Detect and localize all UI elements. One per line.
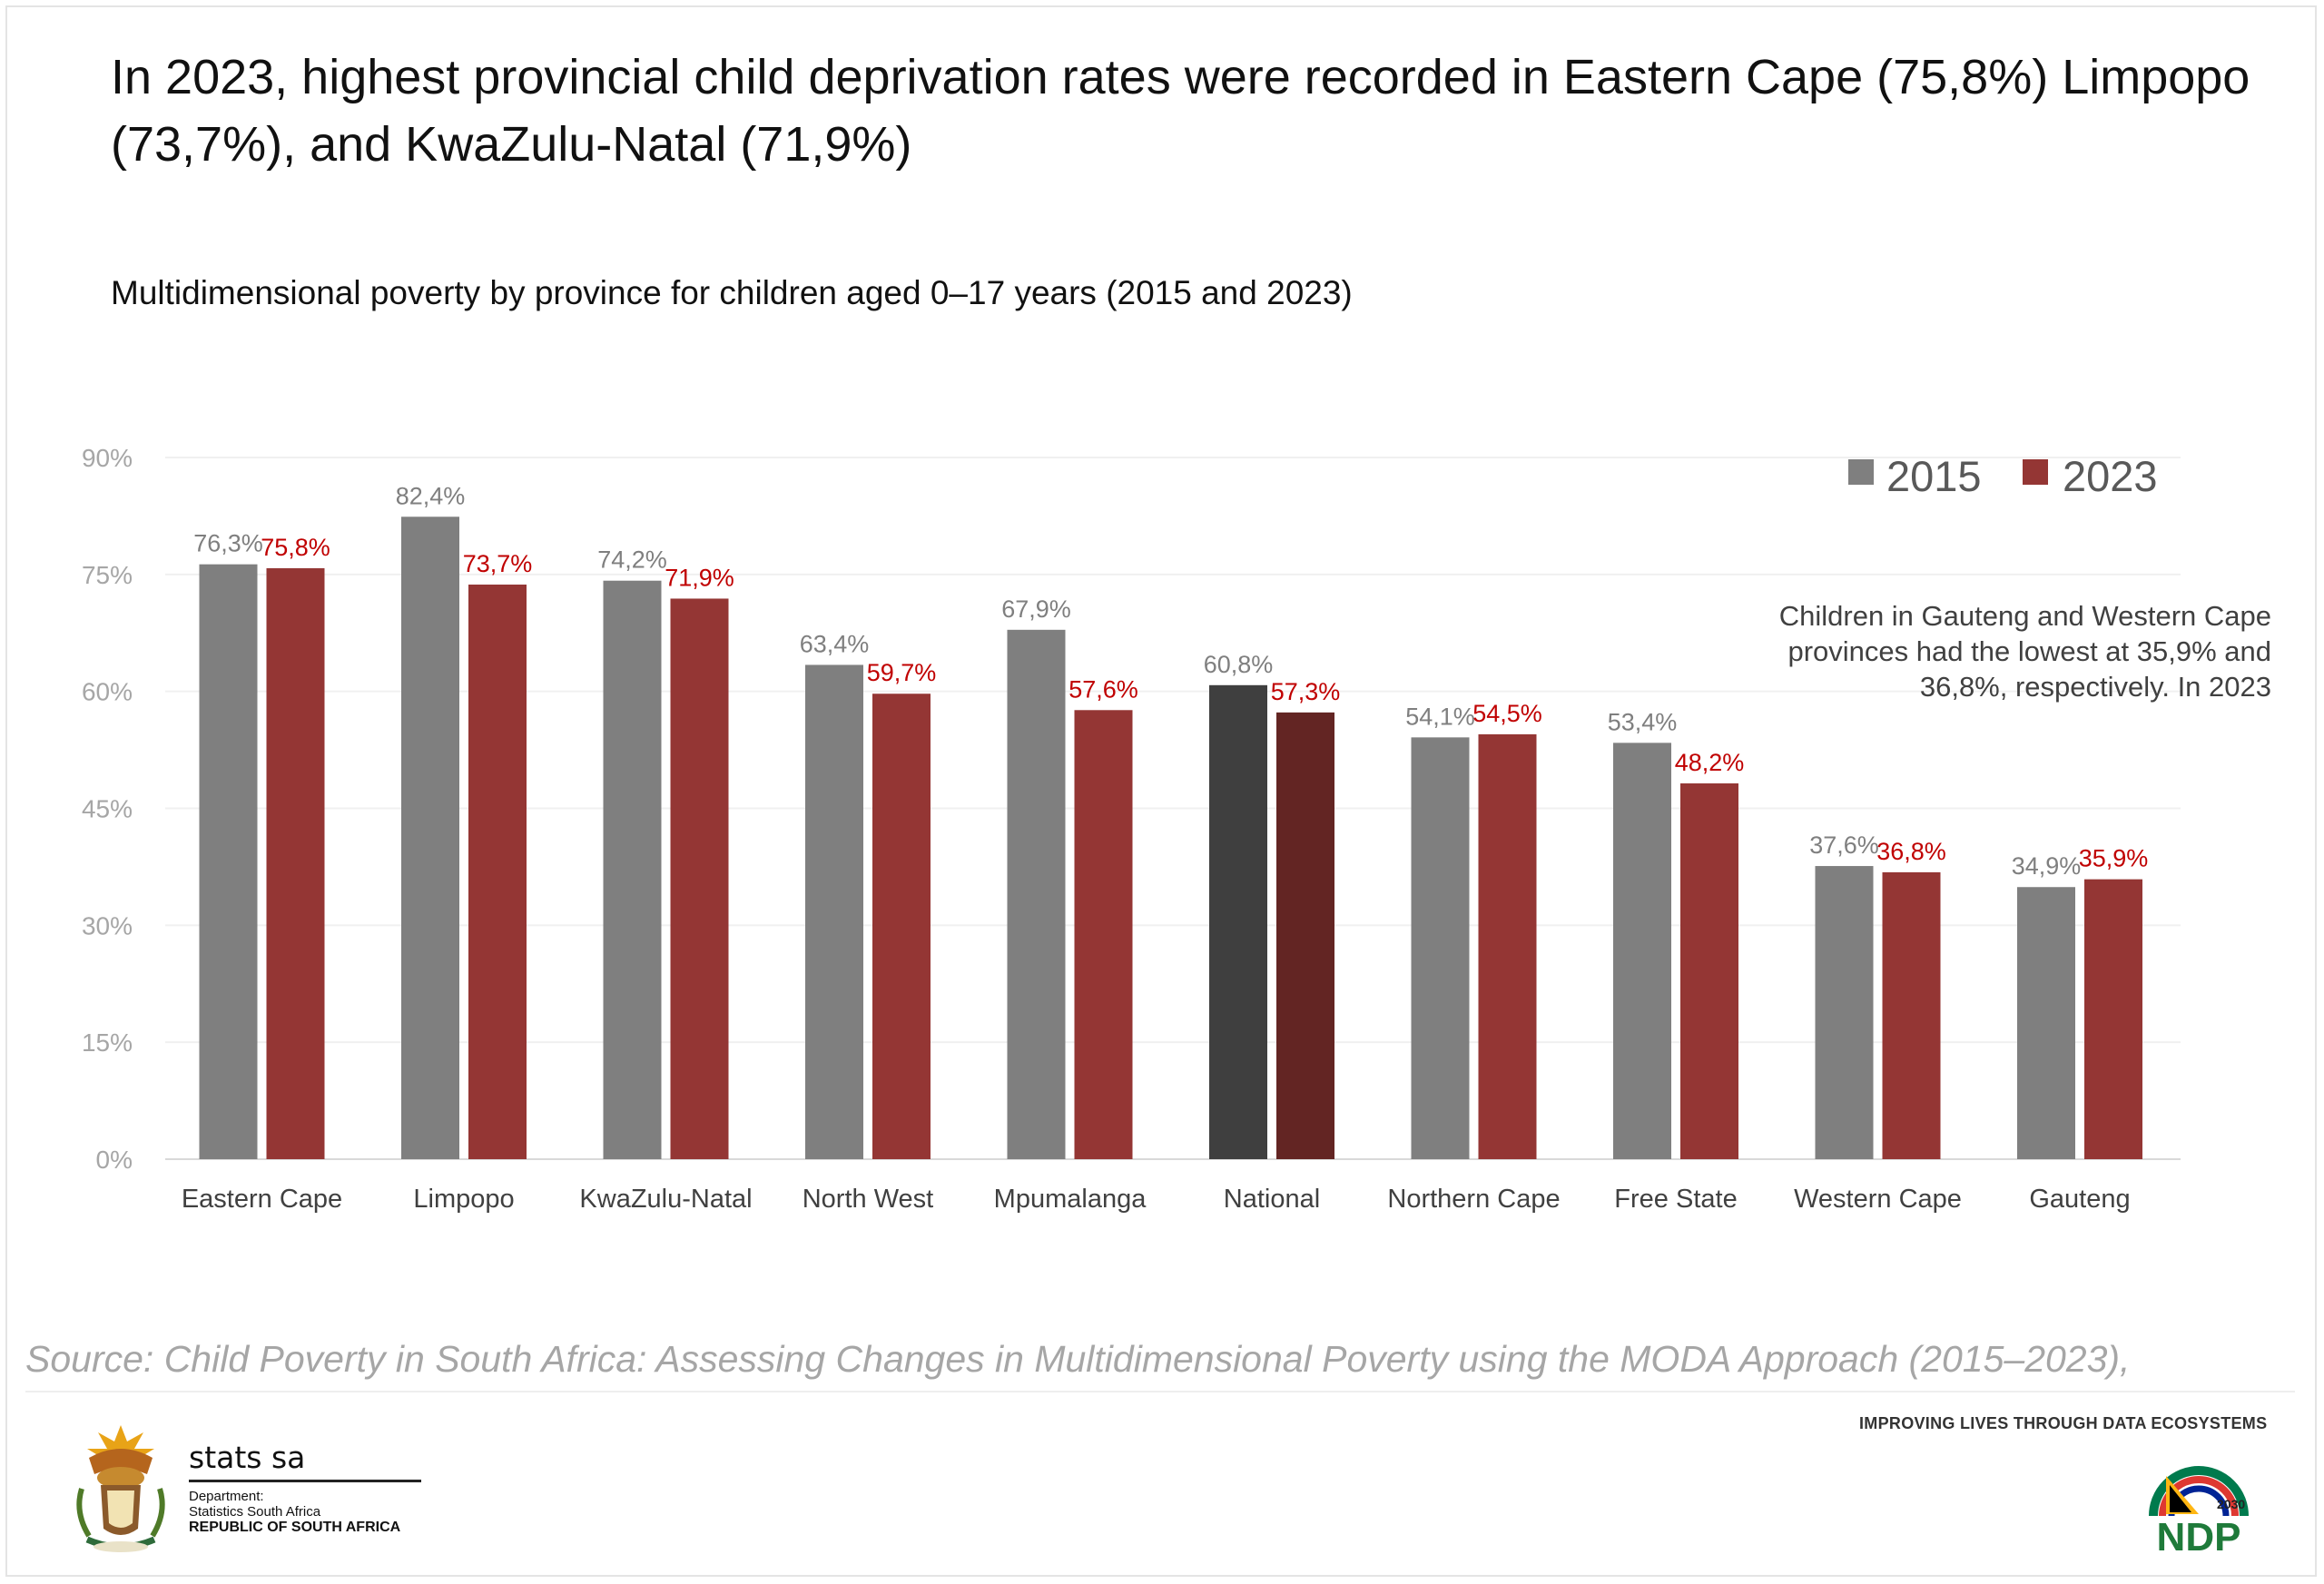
coat-of-arms-logo (71, 1422, 171, 1562)
ndp-2030-logo: 2030 NDP (2144, 1456, 2253, 1560)
department-text: Department: Statistics South Africa REPU… (189, 1489, 400, 1535)
data-label-2015: 60,8% (1204, 651, 1274, 678)
data-labels: 76,3%75,8% 82,4% 73,7% 74,2%71,9% 63,4%59,7%… (193, 482, 2148, 880)
bar-2015-kwazulu-natal (603, 580, 662, 1159)
dept-line-1: Department: (189, 1489, 264, 1504)
data-label-2015: 74,2% (597, 546, 667, 574)
source-note: Source: Child Poverty in South Africa: A… (25, 1338, 2131, 1380)
y-axis: 0% 15% 30% 45% 60% 75% 90% (82, 444, 133, 1174)
bar-2015-north-west (805, 664, 863, 1159)
y-tick-label: 15% (82, 1028, 133, 1057)
data-label-2023: 71,9% (665, 564, 734, 591)
org-name: stats sa (189, 1440, 306, 1475)
y-tick-label: 90% (82, 444, 133, 472)
x-tick-label: National (1224, 1185, 1320, 1214)
x-tick-label: Northern Cape (1387, 1185, 1560, 1214)
bar-2015-eastern-cape (199, 564, 258, 1159)
data-label-2015: 37,6% (1809, 831, 1879, 859)
x-tick-label: Gauteng (2029, 1185, 2130, 1214)
bar-2023-kwazulu-natal (670, 598, 729, 1159)
legend-swatch-2015 (1848, 459, 1874, 485)
legend: 2015 2023 (1848, 452, 2158, 500)
data-label-2015: 63,4% (800, 630, 870, 657)
y-tick-label: 0% (96, 1146, 133, 1174)
annotation-line-2: provinces had the lowest at 35,9% and (1787, 635, 2271, 667)
data-label-2015: 67,9% (1001, 595, 1071, 623)
x-axis: Eastern Cape Limpopo KwaZulu-Natal North We… (182, 1185, 2131, 1214)
legend-label-2023: 2023 (2063, 452, 2158, 500)
bar-2023-western-cape (1882, 871, 1941, 1159)
data-label-2023: 75,8% (261, 534, 330, 561)
bar-2015-limpopo (401, 517, 459, 1159)
x-tick-label: Western Cape (1794, 1185, 1962, 1214)
annotation: Children in Gauteng and Western Cape pro… (1779, 600, 2271, 703)
data-label-2015: 53,4% (1608, 708, 1678, 735)
bar-2015-gauteng (2017, 887, 2075, 1159)
bar-2023-northern-cape (1478, 733, 1537, 1159)
chart-subtitle: Multidimensional poverty by province for… (111, 274, 1353, 311)
x-tick-label: Mpumalanga (994, 1185, 1147, 1214)
x-tick-label: KwaZulu-Natal (579, 1185, 752, 1214)
x-tick-label: Eastern Cape (182, 1185, 342, 1214)
bar-2023-gauteng (2084, 879, 2142, 1159)
legend-label-2015: 2015 (1886, 452, 1982, 500)
headline: In 2023, highest provincial child depriv… (111, 50, 2250, 172)
data-label-2015: 54,1% (1405, 703, 1475, 730)
data-label-2015: 82,4% (396, 482, 466, 509)
data-label-2023: 35,9% (2079, 845, 2149, 872)
bar-2015-western-cape (1815, 866, 1874, 1159)
bar-2023-free-state (1680, 783, 1738, 1159)
bar-chart: 76,3%75,8% 82,4% 73,7% 74,2%71,9% 63,4%59,7%… (82, 444, 2271, 1214)
footer-divider (25, 1391, 2295, 1392)
bar-2015-national (1209, 684, 1267, 1159)
bar-2023-mpumalanga (1074, 710, 1133, 1159)
data-label-2015: 76,3% (193, 530, 263, 557)
y-tick-label: 60% (82, 678, 133, 706)
footer-tagline: IMPROVING LIVES THROUGH DATA ECOSYSTEMS (1859, 1414, 2268, 1432)
x-tick-label: Free State (1614, 1185, 1737, 1214)
ndp-text: NDP (2157, 1515, 2241, 1556)
legend-swatch-2023 (2023, 459, 2048, 485)
bar-2015-free-state (1613, 743, 1671, 1159)
bar-2023-eastern-cape (266, 567, 325, 1159)
y-tick-label: 30% (82, 911, 133, 940)
bar-2015-mpumalanga (1007, 629, 1066, 1159)
data-label-2015: 34,9% (2012, 852, 2082, 880)
bar-2023-north-west (872, 694, 931, 1159)
org-name-rule (189, 1480, 421, 1482)
y-tick-label: 75% (82, 561, 133, 589)
ndp-year: 2030 (2217, 1497, 2245, 1511)
data-label-2023: 36,8% (1876, 838, 1946, 865)
y-tick-label: 45% (82, 795, 133, 823)
bar-2015-northern-cape (1411, 737, 1470, 1159)
dept-line-2: Statistics South Africa (189, 1504, 321, 1520)
data-label-2023: 48,2% (1675, 749, 1745, 776)
bar-2023-limpopo (468, 584, 527, 1159)
annotation-line-1: Children in Gauteng and Western Cape (1779, 600, 2271, 632)
slide-frame (5, 5, 2317, 1577)
data-label-2023: 59,7% (867, 659, 937, 686)
data-label-2023: 54,5% (1472, 700, 1542, 727)
data-label-2023: 73,7% (463, 550, 533, 577)
bar-2023-national (1276, 712, 1334, 1159)
x-tick-label: North West (803, 1185, 934, 1214)
dept-line-3: REPUBLIC OF SOUTH AFRICA (189, 1520, 401, 1535)
x-tick-label: Limpopo (413, 1185, 514, 1214)
bars (199, 517, 2142, 1159)
data-label-2023: 57,6% (1068, 675, 1138, 703)
data-label-2023: 57,3% (1271, 678, 1341, 705)
annotation-line-3: 36,8%, respectively. In 2023 (1920, 671, 2271, 703)
